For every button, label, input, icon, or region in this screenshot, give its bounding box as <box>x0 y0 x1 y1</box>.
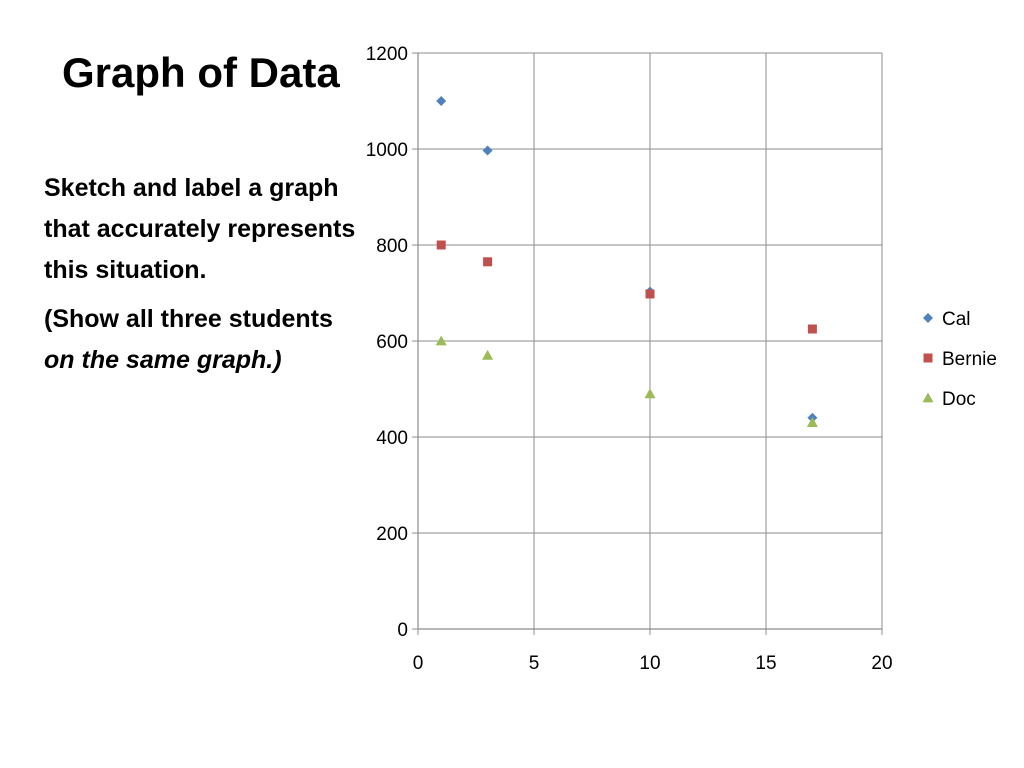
y-tick-label: 1200 <box>366 44 408 65</box>
note-emphasis: on the same graph.) <box>44 346 282 374</box>
legend-label-bernie: Bernie <box>942 349 997 370</box>
x-tick-label: 15 <box>755 653 776 674</box>
note-text: (Show all three students on the same gra… <box>44 299 364 381</box>
y-tick-label: 400 <box>376 428 408 449</box>
legend-label-doc: Doc <box>942 389 976 410</box>
legend-marker-bernie <box>923 353 933 363</box>
grid-lines <box>417 52 883 630</box>
data-point-doc <box>435 335 447 346</box>
data-point-cal <box>436 96 447 106</box>
slide-title: Graph of Data <box>62 49 340 96</box>
tick-labels: 0 200 400 600 800 1000 1200 0 5 10 15 20 <box>366 44 893 674</box>
legend-marker-doc <box>922 392 934 403</box>
legend-marker-cal <box>923 313 933 323</box>
x-tick-label: 10 <box>639 653 660 674</box>
data-point-doc <box>482 349 494 360</box>
instruction-text: Sketch and label a graph that accurately… <box>44 174 356 284</box>
legend-label-cal: Cal <box>942 309 971 330</box>
note-prefix: (Show all three students <box>44 305 333 333</box>
axes <box>412 52 883 635</box>
data-point-bernie <box>436 240 446 250</box>
x-tick-label: 20 <box>871 653 892 674</box>
data-point-bernie <box>807 324 817 334</box>
x-tick-label: 0 <box>413 653 424 674</box>
y-tick-label: 800 <box>376 236 408 257</box>
legend: Cal Bernie Doc <box>922 309 997 410</box>
x-tick-label: 5 <box>529 653 540 674</box>
y-tick-label: 600 <box>376 332 408 353</box>
data-point-doc <box>644 388 656 399</box>
slide-body: Sketch and label a graph that accurately… <box>44 168 364 389</box>
data-point-bernie <box>483 257 493 267</box>
y-tick-label: 0 <box>397 620 408 641</box>
data-point-doc <box>806 417 818 427</box>
data-point-cal <box>482 145 493 156</box>
y-tick-label: 1000 <box>366 140 408 161</box>
data-points <box>435 96 818 427</box>
data-point-bernie <box>645 289 655 299</box>
y-tick-label: 200 <box>376 524 408 545</box>
